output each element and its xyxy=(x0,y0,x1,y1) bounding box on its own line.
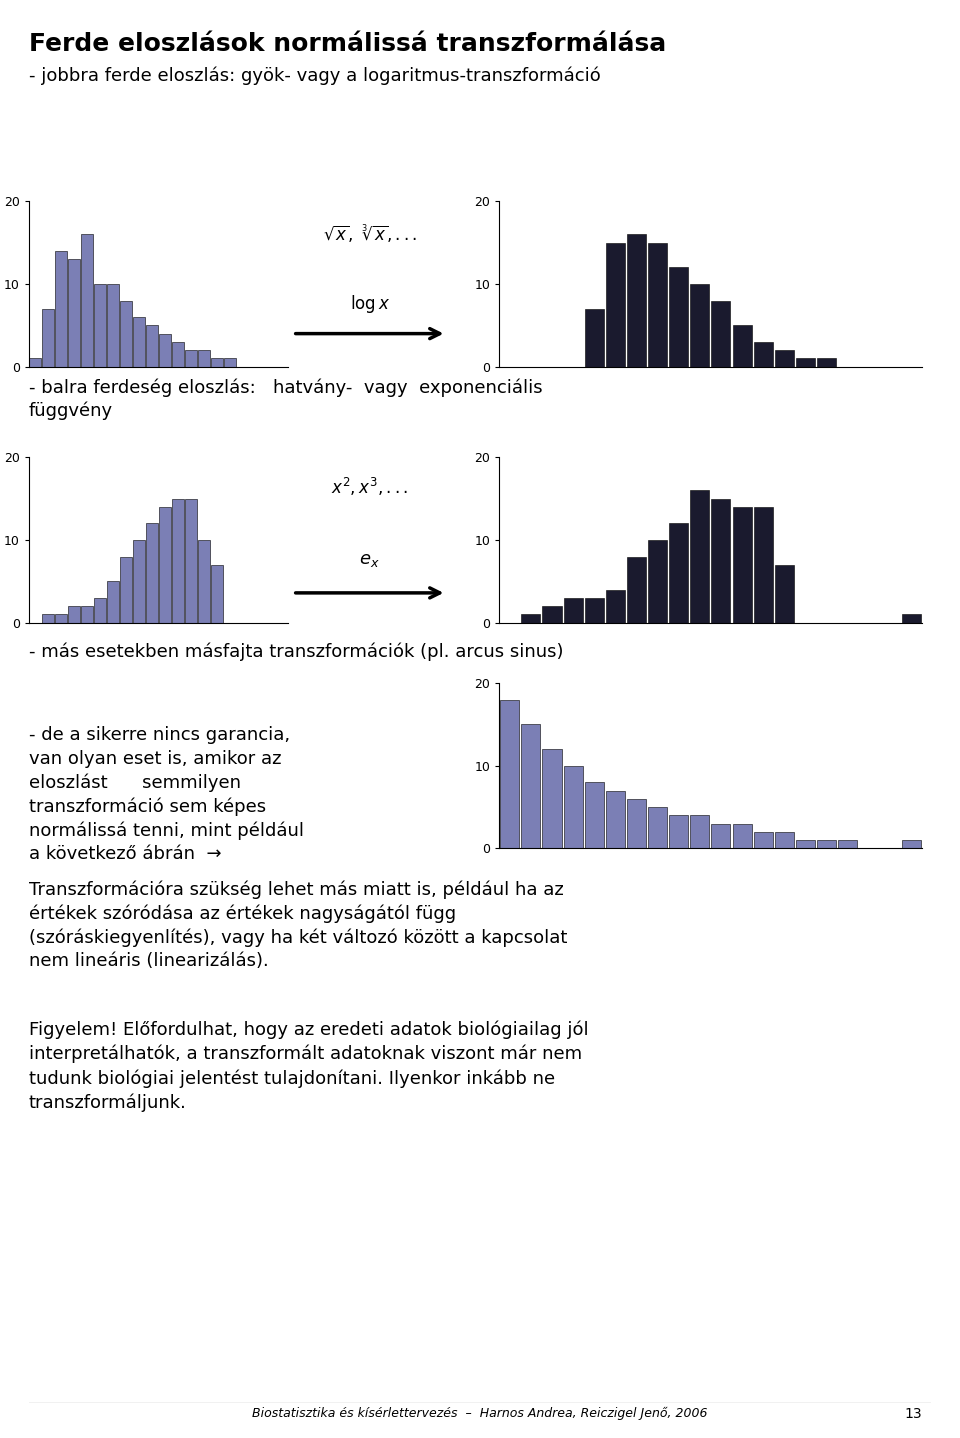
Bar xyxy=(669,267,688,367)
Bar xyxy=(564,598,583,623)
Bar xyxy=(108,285,119,367)
Bar xyxy=(68,607,80,623)
Bar xyxy=(133,541,145,623)
Text: Biostatisztika és kísérlettervezés  –  Harnos Andrea, Reiczigel Jenő, 2006: Biostatisztika és kísérlettervezés – Har… xyxy=(252,1406,708,1421)
Text: $\sqrt{x},\ \sqrt[3]{x},...$: $\sqrt{x},\ \sqrt[3]{x},...$ xyxy=(323,223,417,246)
Bar xyxy=(172,499,183,623)
Bar xyxy=(901,614,921,623)
Bar xyxy=(120,301,132,367)
Bar xyxy=(627,800,646,848)
Bar xyxy=(775,351,794,367)
Bar xyxy=(754,831,773,848)
Bar xyxy=(711,301,731,367)
Text: Ferde eloszlások normálissá transzformálása: Ferde eloszlások normálissá transzformál… xyxy=(29,32,666,56)
Bar xyxy=(159,508,171,623)
Bar xyxy=(817,840,836,848)
Bar xyxy=(585,782,604,848)
Bar xyxy=(796,840,815,848)
Bar xyxy=(732,325,752,367)
Bar xyxy=(732,508,752,623)
Bar xyxy=(56,614,67,623)
Text: - más esetekben másfajta transzformációk (pl. arcus sinus): - más esetekben másfajta transzformációk… xyxy=(29,643,564,661)
Bar xyxy=(94,598,106,623)
Bar xyxy=(198,351,209,367)
Bar xyxy=(775,831,794,848)
Bar xyxy=(585,309,604,367)
Bar xyxy=(690,490,709,623)
Bar xyxy=(690,815,709,848)
Bar xyxy=(82,234,93,367)
Bar xyxy=(585,598,604,623)
Bar xyxy=(211,565,223,623)
Text: 13: 13 xyxy=(904,1406,922,1421)
Bar xyxy=(146,325,157,367)
Text: $\log x$: $\log x$ xyxy=(349,293,390,315)
Bar xyxy=(606,791,625,848)
Text: Transzformációra szükség lehet más miatt is, például ha az
értékek szóródása az : Transzformációra szükség lehet más miatt… xyxy=(29,880,567,969)
Bar xyxy=(30,358,41,367)
Bar xyxy=(198,541,209,623)
Bar xyxy=(796,358,815,367)
Bar xyxy=(521,614,540,623)
Bar xyxy=(133,318,145,367)
Bar xyxy=(606,243,625,367)
Bar xyxy=(901,840,921,848)
Bar xyxy=(775,565,794,623)
Bar xyxy=(669,815,688,848)
Bar xyxy=(648,541,667,623)
Bar xyxy=(94,285,106,367)
Bar xyxy=(82,607,93,623)
Bar xyxy=(224,358,235,367)
Text: - balra ferdeség eloszlás:   hatvány-  vagy  exponenciális
függvény: - balra ferdeség eloszlás: hatvány- vagy… xyxy=(29,378,542,420)
Text: - de a sikerre nincs garancia,
van olyan eset is, amikor az
eloszlást      semmi: - de a sikerre nincs garancia, van olyan… xyxy=(29,726,303,863)
Bar xyxy=(42,309,54,367)
Bar xyxy=(690,285,709,367)
Bar xyxy=(648,243,667,367)
Bar xyxy=(606,590,625,623)
Bar xyxy=(185,499,197,623)
Bar xyxy=(627,234,646,367)
Bar xyxy=(500,700,519,848)
Bar xyxy=(521,725,540,848)
Bar xyxy=(185,351,197,367)
Bar xyxy=(732,824,752,848)
Bar xyxy=(542,749,562,848)
Text: Figyelem! Előfordulhat, hogy az eredeti adatok biológiailag jól
interpretálhatók: Figyelem! Előfordulhat, hogy az eredeti … xyxy=(29,1021,588,1112)
Bar xyxy=(754,342,773,367)
Bar xyxy=(669,523,688,623)
Bar xyxy=(711,499,731,623)
Bar xyxy=(146,523,157,623)
Bar xyxy=(564,766,583,848)
Bar xyxy=(159,334,171,367)
Bar xyxy=(754,508,773,623)
Bar xyxy=(56,252,67,367)
Bar xyxy=(817,358,836,367)
Bar xyxy=(108,581,119,623)
Bar xyxy=(120,557,132,623)
Bar xyxy=(211,358,223,367)
Bar xyxy=(68,259,80,367)
Text: $x^2, x^3,...$: $x^2, x^3,...$ xyxy=(331,476,408,498)
Text: $e_x$: $e_x$ xyxy=(359,551,380,569)
Bar xyxy=(711,824,731,848)
Bar xyxy=(627,557,646,623)
Bar xyxy=(172,342,183,367)
Bar xyxy=(542,607,562,623)
Bar xyxy=(648,807,667,848)
Text: - jobbra ferde eloszlás: gyök- vagy a logaritmus-transzformáció: - jobbra ferde eloszlás: gyök- vagy a lo… xyxy=(29,66,601,85)
Bar xyxy=(42,614,54,623)
Bar xyxy=(838,840,857,848)
